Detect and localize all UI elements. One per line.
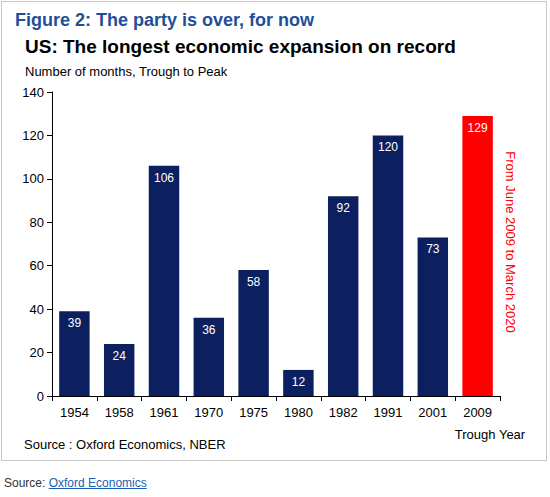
svg-text:60: 60 [30,258,44,273]
svg-text:US: The longest economic expan: US: The longest economic expansion on re… [25,36,456,57]
svg-text:12: 12 [292,375,306,389]
svg-text:Number of months, Trough to Pe: Number of months, Trough to Peak [25,64,228,79]
svg-text:2001: 2001 [418,405,447,420]
svg-text:120: 120 [22,128,44,143]
svg-text:100: 100 [22,171,44,186]
svg-text:36: 36 [202,323,216,337]
svg-text:73: 73 [426,242,440,256]
svg-text:1954: 1954 [60,405,89,420]
svg-text:39: 39 [68,316,82,330]
svg-text:1970: 1970 [194,405,223,420]
svg-text:Figure 2: The party is over, f: Figure 2: The party is over, for now [15,10,315,30]
svg-text:1961: 1961 [150,405,179,420]
svg-text:From June 2009 to March 2020: From June 2009 to March 2020 [503,151,518,332]
html-text:Source: Oxford Economics: Source: Oxford Economics [4,476,147,490]
svg-text:40: 40 [30,302,44,317]
svg-text:1958: 1958 [105,405,134,420]
svg-text:1980: 1980 [284,405,313,420]
svg-text:129: 129 [468,121,488,135]
svg-text:58: 58 [247,275,261,289]
svg-text:20: 20 [30,345,44,360]
svg-text:1991: 1991 [374,405,403,420]
svg-text:0: 0 [37,389,44,404]
svg-text:Source : Oxford Economics, NBE: Source : Oxford Economics, NBER [24,437,226,452]
svg-text:1975: 1975 [239,405,268,420]
svg-text:24: 24 [113,349,127,363]
svg-text:1982: 1982 [329,405,358,420]
svg-text:120: 120 [378,140,398,154]
svg-text:Trough Year: Trough Year [455,427,526,442]
svg-text:92: 92 [337,201,351,215]
svg-text:106: 106 [154,171,174,185]
svg-text:140: 140 [22,85,44,100]
svg-text:80: 80 [30,215,44,230]
svg-text:2009: 2009 [463,405,492,420]
